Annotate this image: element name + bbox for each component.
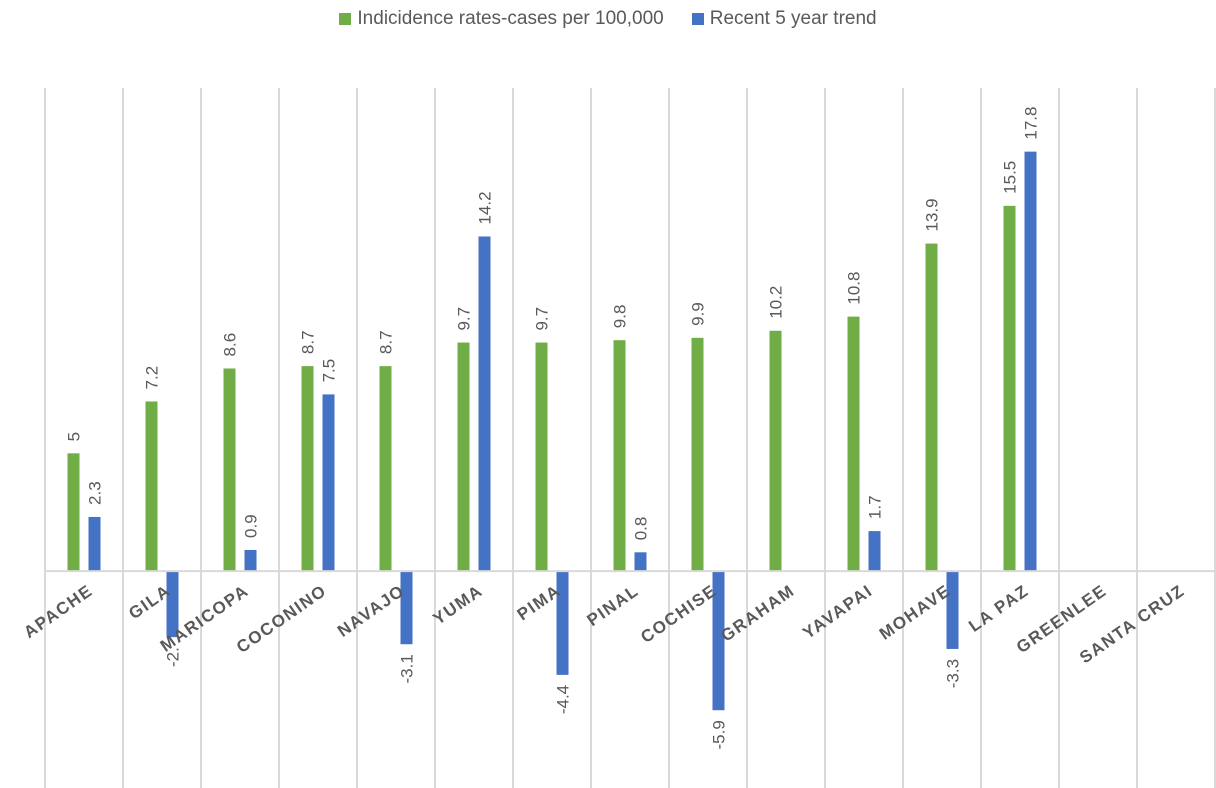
legend-item-incidence: Indicidence rates-cases per 100,000 [339, 8, 664, 30]
bar-incidence [145, 401, 158, 572]
legend-swatch-trend [691, 13, 704, 25]
bar-trend [1024, 151, 1037, 572]
data-label: 14.2 [476, 191, 495, 224]
data-label: 8.7 [299, 330, 318, 354]
category-label: YAVAPAI [799, 581, 876, 643]
bar-incidence [379, 366, 392, 572]
bar-trend [400, 571, 413, 645]
data-label: 7.5 [320, 359, 339, 383]
legend-label-trend: Recent 5 year trend [709, 8, 877, 29]
bar-trend [556, 571, 569, 675]
bar-incidence [223, 368, 236, 572]
bar-trend [478, 236, 491, 572]
category-label: APACHE [20, 581, 96, 642]
bar-incidence [613, 340, 626, 572]
data-label: 8.7 [377, 330, 396, 354]
data-label: 2.3 [86, 481, 105, 505]
bar-incidence [691, 337, 704, 572]
data-label: 17.8 [1022, 107, 1041, 140]
data-label: 9.9 [689, 302, 708, 326]
data-label: 7.2 [143, 366, 162, 390]
category-label: LA PAZ [965, 581, 1032, 636]
data-label: 8.6 [221, 333, 240, 357]
data-label: -5.9 [710, 720, 729, 749]
bar-trend [244, 549, 257, 572]
bar-incidence [847, 316, 860, 572]
data-label: -2. [164, 647, 183, 667]
chart-legend: Indicidence rates-cases per 100,000 Rece… [0, 6, 1216, 32]
bar-trend [322, 394, 335, 572]
data-label: 10.8 [845, 272, 864, 305]
bar-trend [634, 552, 647, 572]
bar-trend [166, 571, 179, 638]
bar-trend [946, 571, 959, 649]
category-label: MOHAVE [876, 581, 954, 644]
category-label: NAVAJO [334, 581, 408, 641]
bar-trend [868, 531, 881, 572]
data-label: 5 [65, 432, 84, 441]
bar-incidence [535, 342, 548, 572]
data-label: -3.3 [944, 659, 963, 688]
bar-incidence [67, 453, 80, 572]
category-label: YUMA [429, 581, 486, 629]
data-label: 9.7 [455, 307, 474, 331]
legend-swatch-incidence [339, 13, 352, 25]
bar-trend [712, 571, 725, 711]
data-label: 0.9 [242, 514, 261, 538]
bar-incidence [301, 366, 314, 572]
data-label: 13.9 [923, 198, 942, 231]
data-label: 15.5 [1001, 161, 1020, 194]
category-label: GRAHAM [717, 581, 798, 646]
bar-incidence [1003, 205, 1016, 572]
legend-label-incidence: Indicidence rates-cases per 100,000 [357, 8, 664, 29]
bar-incidence [457, 342, 470, 572]
legend-item-trend: Recent 5 year trend [691, 8, 877, 30]
data-label: 0.8 [632, 517, 651, 541]
category-label: COCHISE [637, 581, 720, 647]
data-label: 9.7 [533, 307, 552, 331]
data-label: -3.1 [398, 654, 417, 683]
bar-trend [88, 516, 101, 572]
data-label: -4.4 [554, 685, 573, 714]
data-label: 10.2 [767, 286, 786, 319]
category-label: PINAL [583, 581, 642, 630]
bar-incidence [925, 243, 938, 572]
data-label: 9.8 [611, 305, 630, 329]
data-label: 1.7 [866, 495, 885, 519]
bar-incidence [769, 330, 782, 572]
